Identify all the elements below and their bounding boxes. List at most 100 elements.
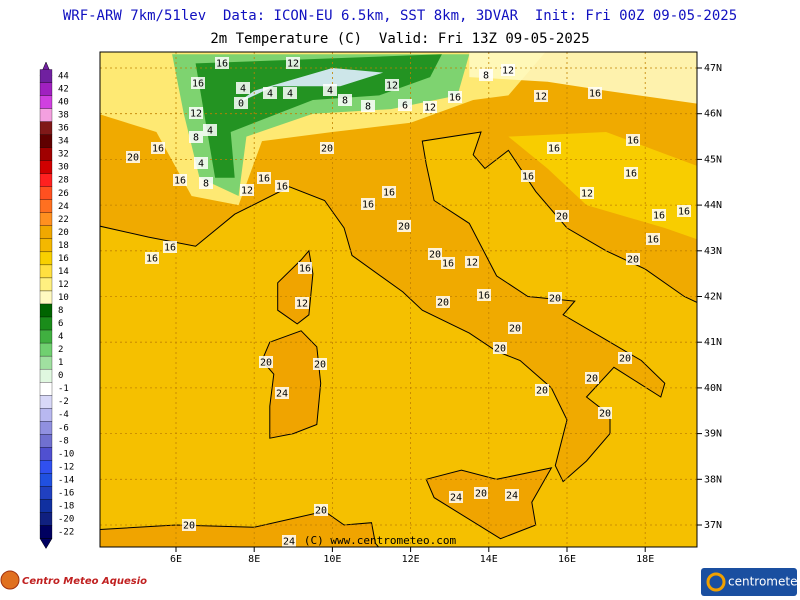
contour-label: 12 [502,66,514,77]
contour-label-box [298,262,312,274]
contour-label: 4 [240,84,246,95]
contour-label: 20 [549,294,561,305]
contour-label-box [259,356,273,368]
contour-label: 16 [146,254,158,265]
contour-label: 20 [599,409,611,420]
colorbar-label: -8 [58,436,69,446]
colorbar-swatch [39,290,53,305]
colorbar-swatch [39,108,53,122]
colorbar-label: -16 [58,488,74,498]
contour-label: 4 [207,126,213,137]
contour-label: 20 [260,358,272,369]
contour-label: 12 [386,81,398,92]
contour-label-box [314,504,328,516]
contour-label: 12 [296,299,308,310]
contour-label-box [448,91,462,103]
colorbar-swatch [39,525,53,539]
colorbar-label: 6 [58,319,63,329]
colorbar-swatch [39,199,53,213]
contour-label: 12 [424,103,436,114]
contour-label: 20 [398,222,410,233]
colorbar-label: 22 [58,215,69,225]
contour-label-box [479,69,493,81]
colorbar-swatch [39,486,53,500]
colorbar-swatch [39,277,53,292]
contour-label-box [521,170,535,182]
contour-label-box [263,87,277,99]
contour-label: 12 [466,258,478,269]
contour-label: 24 [506,491,518,502]
contour-label: 20 [536,386,548,397]
contour-label: 8 [365,102,371,113]
colorbar-label: -22 [58,528,74,538]
contour-label: 16 [383,188,395,199]
contour-label: 12 [287,59,299,70]
contour-label: 16 [625,169,637,180]
temperature-band [195,54,442,178]
contour-label-box [173,174,187,186]
contour-label-box [189,107,203,119]
colorbar-swatch [39,382,53,396]
contour-label-box [646,233,660,245]
contour-label-box [286,57,300,69]
contour-label: 16 [449,93,461,104]
lat-label: 40N [704,383,722,394]
colorbar-swatch [39,316,53,331]
contour-label-box [626,253,640,265]
colorbar-label: 34 [58,137,69,147]
contour-label: 20 [429,250,441,261]
contour-label: 4 [267,89,273,100]
colorbar-label: -18 [58,501,74,511]
colorbar-swatch [39,212,53,226]
contour-label-box [535,384,549,396]
colorbar-swatch [39,434,53,448]
contour-label-box [555,210,569,222]
contour-label: 4 [327,86,333,97]
lon-label: 10E [323,554,341,565]
contour-label-box [323,84,337,96]
colorbar-label: 20 [58,228,69,238]
contour-label: 16 [548,144,560,155]
left-logo-text: Centro Meteo Aquesio [22,576,147,587]
contour-label: 20 [509,324,521,335]
contour-label: 16 [647,235,659,246]
colorbar-label: 10 [58,293,69,303]
header-line2: 2m Temperature (C) Valid: Fri 13Z 09-05-… [210,31,590,47]
contour-label: 0 [238,99,244,110]
contour-label: 16 [216,59,228,70]
contour-label-box [428,248,442,260]
contour-label: 16 [174,176,186,187]
lat-label: 47N [704,63,722,74]
contour-label: 8 [193,133,199,144]
contour-label-box [423,101,437,113]
contour-label: 24 [283,537,295,548]
contour-label-box [320,142,334,154]
contour-label-box [534,90,548,102]
colorbar-label: -10 [58,449,74,459]
contour-label-box [385,79,399,91]
lat-label: 41N [704,337,722,348]
lat-label: 37N [704,520,722,531]
contour-label: 20 [127,153,139,164]
contour-label: 16 [653,211,665,222]
contour-label-box [585,372,599,384]
colorbar-label: 40 [58,98,69,108]
colorbar-label: 1 [58,358,63,368]
colorbar-swatch [39,342,53,357]
colorbar-label: -6 [58,423,69,433]
contour-label: 4 [287,89,293,100]
colorbar-swatch [39,251,53,266]
contour-label: 20 [437,298,449,309]
colorbar-swatch [39,147,53,161]
contour-label-box [283,87,297,99]
colorbar-swatch [39,238,53,253]
contour-label-box [436,296,450,308]
contour-label-box [501,64,515,76]
contour-label: 16 [522,172,534,183]
colorbar-label: -1 [58,384,69,394]
contour-label: 12 [535,92,547,103]
lon-label: 12E [402,554,420,565]
colorbar-swatch [39,395,53,409]
colorbar-label: -2 [58,397,69,407]
contour-label-box [474,487,488,499]
